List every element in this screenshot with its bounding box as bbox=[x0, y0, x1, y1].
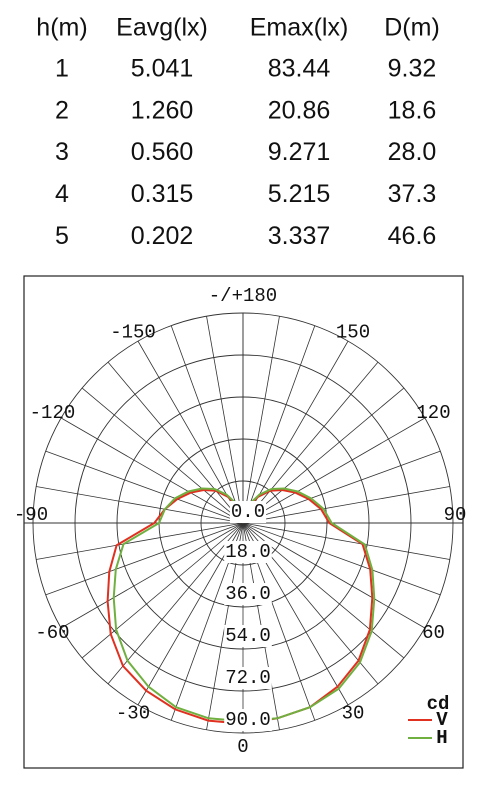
table-cell: 2 bbox=[55, 96, 69, 124]
r-tick-label: 72.0 bbox=[225, 667, 271, 689]
angle-tick-label: 0 bbox=[237, 736, 248, 758]
legend-label: H bbox=[436, 727, 447, 749]
table-cell: 28.0 bbox=[388, 138, 437, 166]
spoke bbox=[81, 522, 244, 659]
angle-tick-label: 60 bbox=[422, 622, 445, 644]
spoke bbox=[60, 522, 244, 629]
angle-tick-label: -150 bbox=[110, 321, 156, 343]
spoke bbox=[107, 522, 244, 685]
r-tick-label: 90.0 bbox=[225, 709, 271, 731]
spoke bbox=[242, 316, 280, 524]
table-cell: 0.202 bbox=[131, 222, 194, 250]
table-cell: 83.44 bbox=[268, 55, 331, 83]
r-tick-label: 36.0 bbox=[225, 583, 271, 605]
spoke bbox=[242, 522, 441, 596]
table-cell: 46.6 bbox=[388, 222, 437, 250]
table-header: Eavg(lx) bbox=[116, 14, 208, 42]
r-tick-label: 0.0 bbox=[231, 501, 265, 523]
angle-tick-label: 30 bbox=[342, 703, 365, 725]
label-bg bbox=[224, 709, 272, 732]
table-header: h(m) bbox=[36, 14, 87, 42]
angle-tick-label: -90 bbox=[14, 504, 48, 526]
spoke bbox=[242, 450, 441, 524]
spoke bbox=[206, 316, 244, 524]
table-cell: 20.86 bbox=[268, 96, 331, 124]
label-bg bbox=[224, 583, 272, 606]
spoke bbox=[242, 486, 450, 524]
table-header: Emax(lx) bbox=[250, 14, 349, 42]
r-tick-label: 18.0 bbox=[225, 541, 271, 563]
angle-tick-label: 90 bbox=[444, 504, 467, 526]
angle-tick-label: 150 bbox=[336, 321, 370, 343]
angle-tick-label: -/+180 bbox=[209, 285, 277, 307]
angle-tick-label: -60 bbox=[35, 622, 69, 644]
r-tick-label: 54.0 bbox=[225, 625, 271, 647]
label-bg bbox=[224, 541, 272, 564]
spoke bbox=[170, 325, 244, 524]
table-cell: 5.041 bbox=[131, 55, 194, 83]
table-cell: 3.337 bbox=[268, 222, 331, 250]
table-cell: 3 bbox=[55, 138, 69, 166]
table-cell: 18.6 bbox=[388, 96, 437, 124]
table-cell: 4 bbox=[55, 180, 69, 208]
spoke bbox=[45, 522, 244, 596]
spoke bbox=[107, 361, 244, 524]
spoke bbox=[36, 486, 244, 524]
label-bg bbox=[229, 501, 267, 524]
table-cell: 0.315 bbox=[131, 180, 194, 208]
table-cell: 0.560 bbox=[131, 138, 194, 166]
angle-tick-label: -30 bbox=[116, 703, 150, 725]
table-cell: 9.32 bbox=[388, 55, 437, 83]
spoke bbox=[60, 417, 244, 524]
label-bg bbox=[224, 667, 272, 690]
spoke bbox=[242, 387, 405, 524]
spoke bbox=[242, 340, 349, 524]
angle-tick-label: 120 bbox=[416, 402, 450, 424]
table-cell: 5.215 bbox=[268, 180, 331, 208]
angle-tick-label: -120 bbox=[30, 402, 76, 424]
table-cell: 1.260 bbox=[131, 96, 194, 124]
spoke bbox=[242, 522, 426, 629]
spoke bbox=[242, 361, 379, 524]
spoke bbox=[36, 522, 244, 560]
spoke bbox=[45, 450, 244, 524]
legend-title: cd bbox=[427, 693, 450, 715]
table-cell: 1 bbox=[55, 55, 69, 83]
spoke bbox=[242, 522, 450, 560]
legend-label: V bbox=[436, 709, 448, 731]
spoke bbox=[242, 325, 316, 524]
table-cell: 9.271 bbox=[268, 138, 331, 166]
table-cell: 37.3 bbox=[388, 180, 437, 208]
spoke bbox=[81, 387, 244, 524]
spoke bbox=[137, 340, 244, 524]
label-bg bbox=[224, 625, 272, 648]
table-header: D(m) bbox=[384, 14, 440, 42]
table-cell: 5 bbox=[55, 222, 69, 250]
spoke bbox=[242, 417, 426, 524]
